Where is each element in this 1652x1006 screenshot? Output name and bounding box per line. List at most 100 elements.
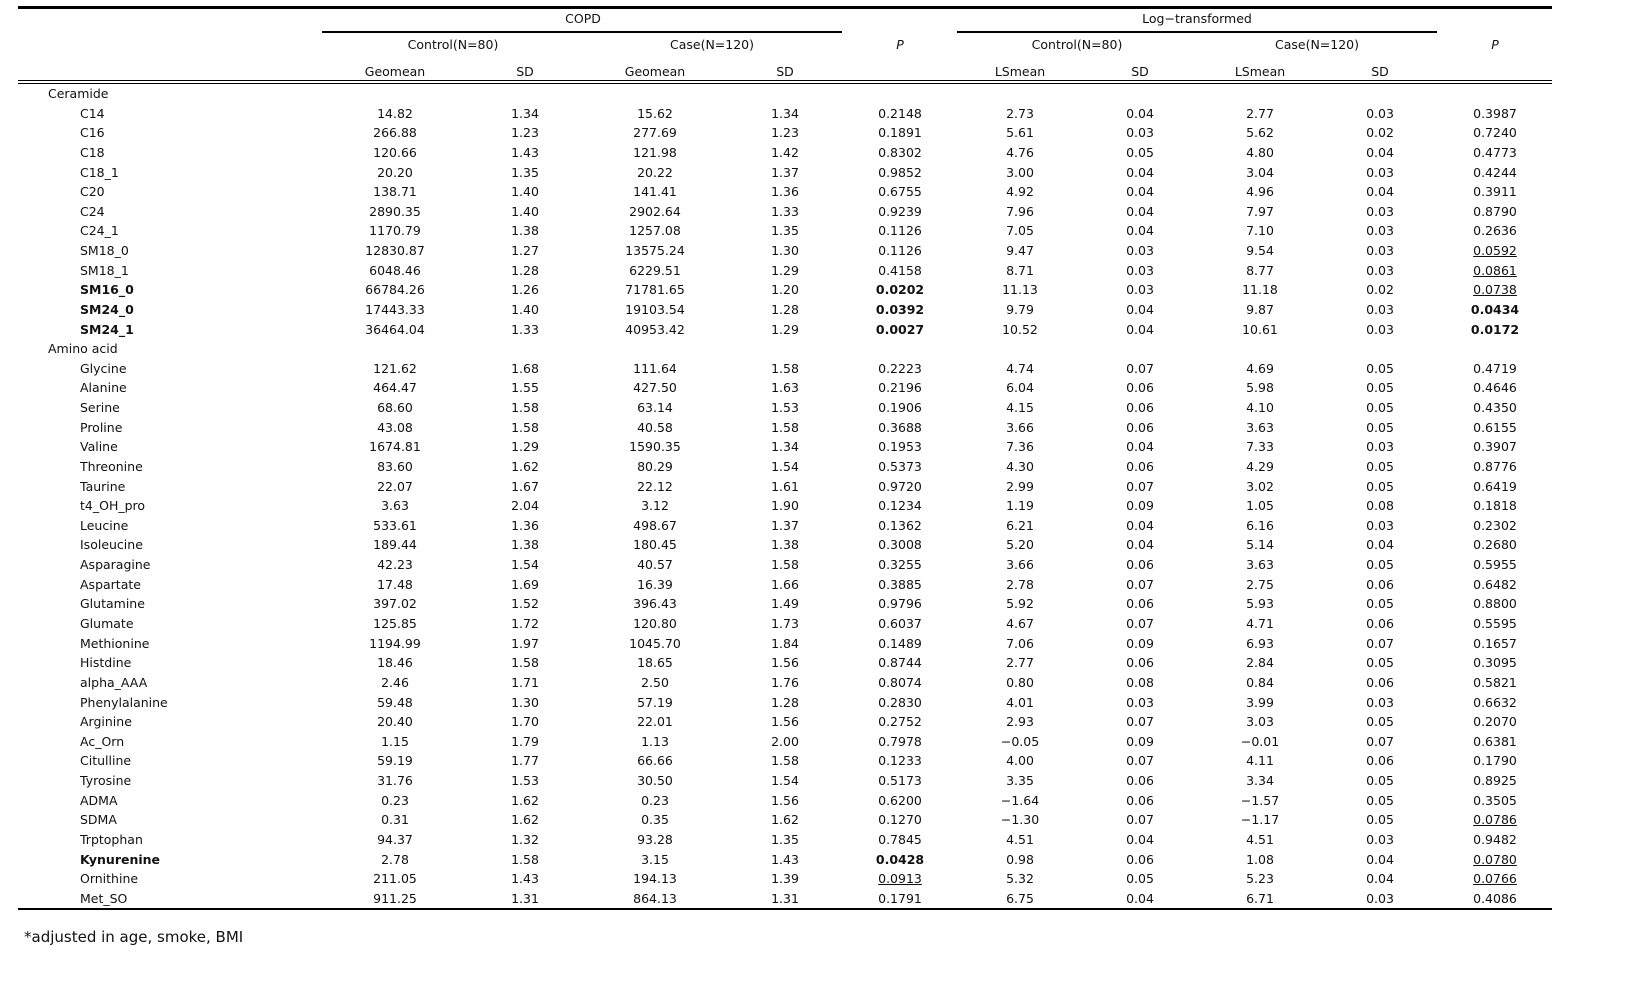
- subgroup-header: Case(N=120): [1274, 37, 1360, 52]
- cell: 0.05: [1366, 792, 1394, 808]
- cell: 68.60: [377, 400, 413, 416]
- cell: 0.1126: [878, 223, 922, 239]
- cell: 0.6155: [1473, 419, 1517, 435]
- cell: 0.06: [1366, 576, 1394, 592]
- cell: 8.71: [1006, 262, 1034, 278]
- cell: 0.1906: [878, 400, 922, 416]
- cell: 1.33: [511, 321, 539, 337]
- cell: 20.22: [637, 164, 673, 180]
- cell: 0.04: [1126, 105, 1154, 121]
- cell: 1.28: [771, 694, 799, 710]
- cell: 0.80: [1006, 674, 1034, 690]
- cell: 16.39: [637, 576, 673, 592]
- cell: 0.05: [1126, 144, 1154, 160]
- row-label: C18_1: [80, 164, 119, 180]
- cell: 6.75: [1006, 890, 1034, 906]
- cell: 0.1953: [878, 439, 922, 455]
- cell: 0.6419: [1473, 478, 1517, 494]
- cell: 0.35: [641, 812, 669, 828]
- column-header: SD: [516, 64, 534, 79]
- cell: 2.78: [381, 851, 409, 867]
- cell: 1.27: [511, 243, 539, 259]
- cell: 0.0027: [875, 321, 925, 337]
- cell: 1.37: [771, 517, 799, 533]
- cell: 0.0913: [878, 871, 922, 887]
- cell: 1.72: [511, 616, 539, 631]
- cell: 0.1791: [878, 890, 922, 906]
- cell: 40.58: [637, 419, 673, 435]
- cell: 0.2680: [1473, 537, 1517, 553]
- cell: 4.51: [1006, 831, 1034, 847]
- cell: 0.5595: [1473, 616, 1517, 631]
- cell: 83.60: [377, 458, 413, 474]
- cell: 1257.08: [629, 223, 681, 239]
- cell: 1.58: [511, 851, 539, 867]
- subgroup-header: P: [896, 37, 904, 52]
- cell: 0.05: [1366, 812, 1394, 828]
- cell: 1.28: [771, 301, 799, 317]
- cell: 0.98: [1006, 851, 1034, 867]
- cell: 0.6200: [878, 792, 922, 808]
- cell: 42.23: [377, 557, 413, 573]
- cell: 1.31: [511, 890, 539, 906]
- cell: 1.54: [771, 773, 799, 789]
- cell: 0.4158: [878, 262, 922, 278]
- cell: 11.18: [1242, 282, 1278, 298]
- cell: 266.88: [373, 125, 417, 141]
- cell: 0.04: [1126, 537, 1154, 553]
- cell: 6.04: [1006, 380, 1034, 396]
- cell: 0.1818: [1473, 498, 1517, 514]
- bottom-rule: [18, 908, 1552, 910]
- cell: 4.80: [1246, 144, 1274, 160]
- cell: 1170.79: [369, 223, 421, 239]
- cell: 0.04: [1366, 184, 1394, 200]
- cell: 59.19: [377, 753, 413, 769]
- cell: 0.9796: [878, 596, 922, 612]
- cell: 4.96: [1246, 184, 1274, 200]
- cell: 1.30: [771, 243, 799, 259]
- cell: 0.1891: [878, 125, 922, 141]
- row-label: Methionine: [80, 635, 150, 651]
- cell: 0.5821: [1473, 674, 1517, 690]
- cell: 4.15: [1006, 400, 1034, 416]
- cell: 0.9852: [878, 164, 922, 180]
- cell: 533.61: [373, 517, 417, 533]
- cell: 20.40: [377, 714, 413, 730]
- cell: 1.42: [771, 144, 799, 160]
- cell: 1.43: [511, 871, 539, 887]
- cell: 0.06: [1126, 792, 1154, 808]
- cell: 0.07: [1126, 616, 1154, 631]
- column-header: SD: [776, 64, 794, 79]
- cell: 0.8790: [1473, 203, 1517, 219]
- cell: 0.0592: [1473, 243, 1517, 259]
- cell: 5.98: [1246, 380, 1274, 396]
- cell: 1.62: [771, 812, 799, 828]
- cell: 22.01: [637, 714, 673, 730]
- cell: 498.67: [633, 517, 677, 533]
- cell: 0.07: [1366, 733, 1394, 749]
- cell: 2.50: [641, 674, 669, 690]
- cell: 0.5373: [878, 458, 922, 474]
- cell: 1.77: [511, 753, 539, 769]
- cell: 17443.33: [365, 301, 425, 317]
- cell: 0.1489: [878, 635, 922, 651]
- row-label: Glumate: [80, 616, 134, 631]
- cell: 0.06: [1126, 851, 1154, 867]
- cell: 6.21: [1006, 517, 1034, 533]
- cell: 40.57: [637, 557, 673, 573]
- cell: 1.23: [771, 125, 799, 141]
- cell: 5.23: [1246, 871, 1274, 887]
- cell: 0.07: [1126, 576, 1154, 592]
- cell: 4.10: [1246, 400, 1274, 416]
- cell: 0.09: [1126, 635, 1154, 651]
- cell: 0.04: [1126, 321, 1154, 337]
- row-label: Phenylalanine: [80, 694, 168, 710]
- cell: 0.04: [1126, 223, 1154, 239]
- cell: 3.63: [1246, 557, 1274, 573]
- cell: 1.70: [511, 714, 539, 730]
- cell: 0.09: [1126, 733, 1154, 749]
- cell: 1674.81: [369, 439, 421, 455]
- cell: 3.15: [641, 851, 669, 867]
- cell: 2.73: [1006, 105, 1034, 121]
- cell: 4.69: [1246, 360, 1274, 376]
